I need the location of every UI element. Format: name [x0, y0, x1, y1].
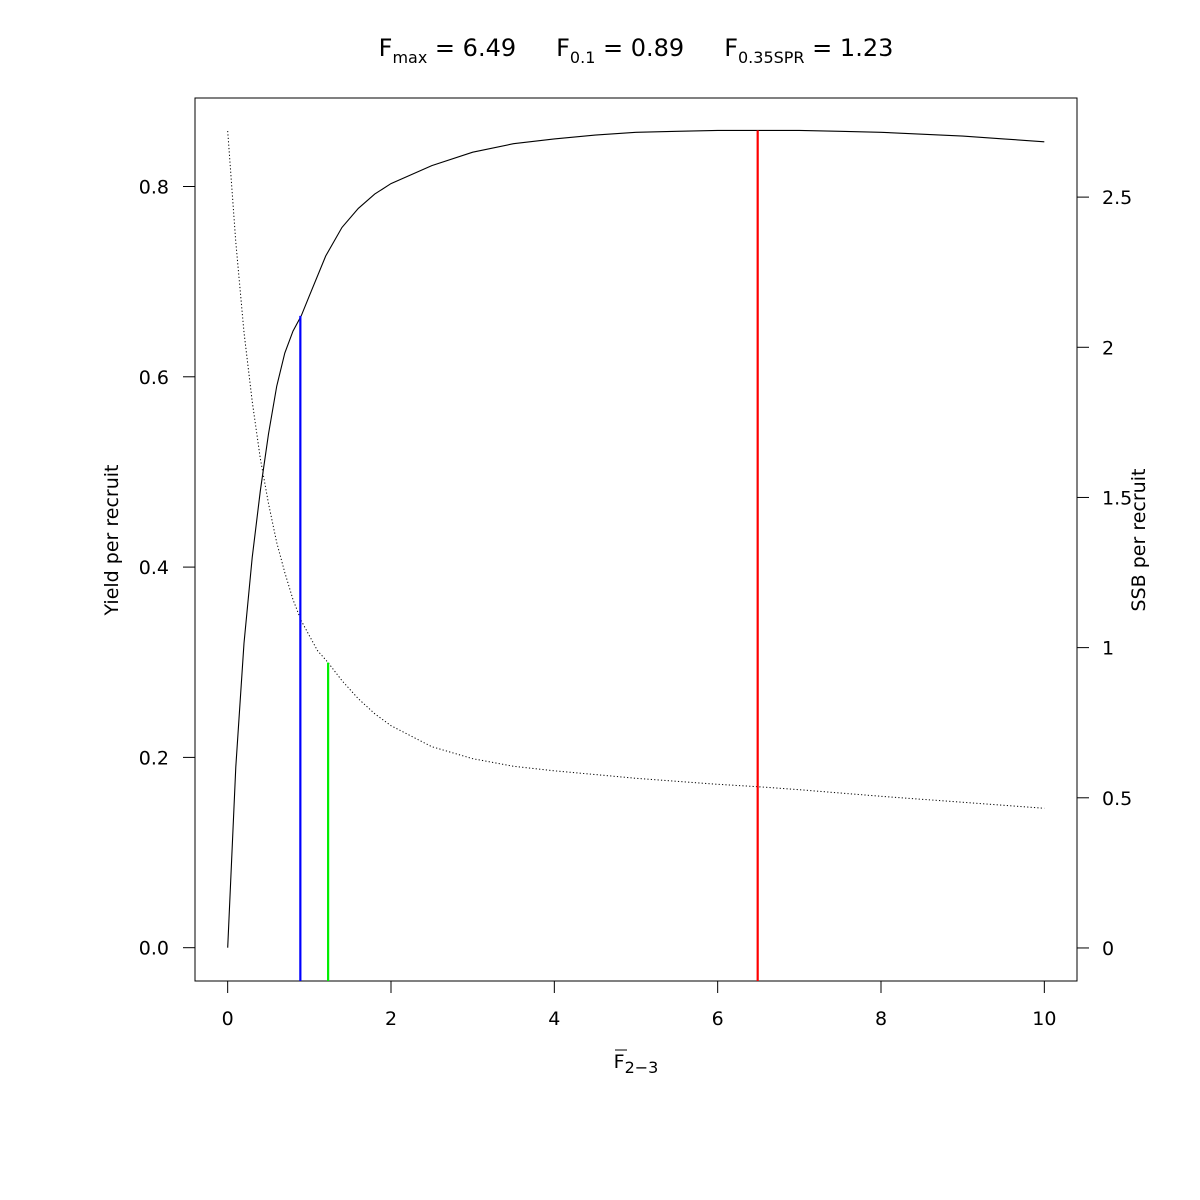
x-tick-label: 4 — [548, 1008, 560, 1030]
y-tick-label: 0.4 — [139, 557, 169, 579]
title-fspr-eq: = — [805, 34, 840, 62]
y2-tick-label: 1 — [1102, 638, 1114, 660]
title-f01-sub: 0.1 — [570, 48, 595, 67]
y-tick-label: 0.8 — [139, 176, 169, 198]
y2-tick-label: 0 — [1102, 938, 1114, 960]
y-tick-label: 0.0 — [139, 938, 169, 960]
title-fmax-symbol: F — [379, 34, 393, 62]
x-tick-label: 10 — [1032, 1008, 1056, 1030]
yield-per-recruit-line — [227, 129, 1045, 948]
title-f01-eq: = — [595, 34, 630, 62]
x-axis-title-symbol: F — [614, 1051, 625, 1073]
x-tick-label: 6 — [712, 1008, 724, 1030]
title-fmax-sub: max — [392, 48, 427, 67]
title-fmax-value: 6.49 — [463, 34, 516, 62]
y2-tick-label: 1.5 — [1102, 487, 1132, 509]
y2-tick-label: 2 — [1102, 337, 1114, 359]
title-f01-symbol: F — [556, 34, 570, 62]
x-axis: 0 2 4 6 8 10 — [222, 980, 1056, 1030]
series-layer — [227, 129, 1045, 948]
title-f01-value: 0.89 — [631, 34, 684, 62]
x-tick-label: 2 — [385, 1008, 397, 1030]
x-axis-title: F2−3 — [614, 1051, 659, 1077]
title-fspr-symbol: F — [724, 34, 738, 62]
x-tick-label: 8 — [875, 1008, 887, 1030]
title-fspr-sub: 0.35SPR — [738, 48, 805, 67]
ssb-per-recruit-line — [227, 130, 1045, 809]
y-axis-title: Yield per recruit — [101, 465, 123, 617]
y-axis-left: 0.0 0.2 0.4 0.6 0.8 — [139, 176, 196, 960]
title-fmax-eq: = — [427, 34, 462, 62]
y-tick-label: 0.2 — [139, 747, 169, 769]
x-axis-title-sub: 2−3 — [625, 1058, 659, 1077]
title-fspr-value: 1.23 — [840, 34, 893, 62]
chart-title: Fmax = 6.49 F0.1 = 0.89 F0.35SPR = 1.23 — [379, 34, 894, 67]
y-tick-label: 0.6 — [139, 367, 169, 389]
reference-lines — [299, 130, 759, 981]
x-tick-label: 0 — [222, 1008, 234, 1030]
y2-tick-label: 0.5 — [1102, 788, 1132, 810]
y-axis-right: 0 0.5 1 1.5 2 2.5 — [1076, 187, 1132, 960]
y2-tick-label: 2.5 — [1102, 187, 1132, 209]
y2-axis-title: SSB per recruit — [1128, 469, 1150, 612]
